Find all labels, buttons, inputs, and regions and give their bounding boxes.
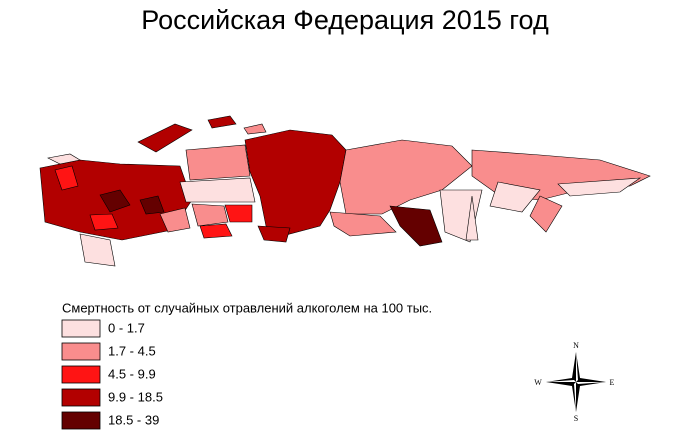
region [465, 195, 479, 241]
compass-rose-light [576, 352, 578, 382]
compass: N E S W [534, 341, 614, 423]
region [47, 153, 81, 165]
region [54, 165, 79, 191]
region [557, 177, 642, 197]
region [191, 203, 229, 227]
compass-e: E [610, 378, 615, 387]
compass-rose-light [576, 382, 606, 384]
compass-s: S [574, 414, 578, 423]
region [79, 233, 116, 267]
compass-w: W [534, 378, 542, 387]
region [159, 207, 191, 233]
legend-swatch [61, 319, 101, 338]
legend-label: 4.5 - 9.9 [108, 366, 156, 381]
region [489, 181, 541, 213]
region [329, 211, 397, 237]
region [139, 195, 165, 215]
compass-rose-light [574, 382, 576, 412]
legend-title: Смертность от случайных отравлений алког… [62, 300, 432, 315]
compass-rose-light [546, 380, 576, 382]
legend-swatch [61, 388, 101, 407]
region [99, 189, 131, 213]
region [257, 225, 291, 243]
region [185, 144, 251, 181]
region [389, 205, 443, 247]
region [199, 223, 233, 239]
legend-label: 9.9 - 18.5 [108, 389, 163, 404]
legend: 0 - 1.7 1.7 - 4.5 4.5 - 9.9 9.9 - 18.5 18.5 … [61, 319, 163, 430]
region [224, 204, 253, 223]
legend-swatch [61, 342, 101, 361]
region [207, 115, 237, 129]
legend-label: 0 - 1.7 [108, 320, 145, 335]
region [244, 129, 347, 237]
region [179, 177, 256, 203]
compass-n: N [573, 341, 579, 350]
region [243, 123, 267, 135]
legend-swatch [61, 365, 101, 384]
region [137, 123, 193, 153]
map-title: Российская Федерация 2015 год [141, 5, 549, 35]
legend-label: 18.5 - 39 [108, 412, 159, 427]
region [89, 213, 119, 231]
region [529, 195, 563, 233]
russia-map [39, 115, 651, 267]
legend-swatch [61, 411, 101, 430]
legend-label: 1.7 - 4.5 [108, 343, 156, 358]
region [339, 139, 473, 215]
